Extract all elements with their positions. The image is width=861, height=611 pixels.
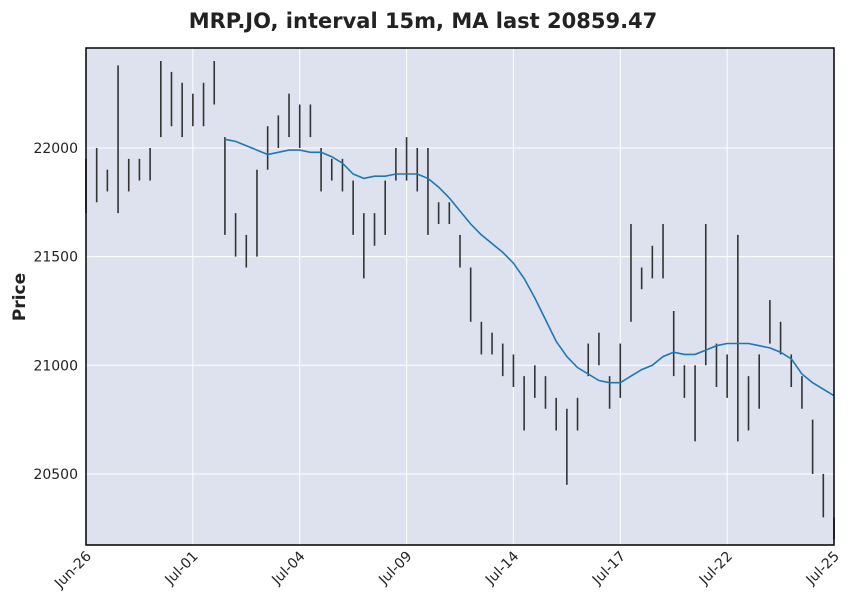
chart-title: MRP.JO, interval 15m, MA last 20859.47	[189, 9, 658, 33]
x-tick-label: Jul-25	[803, 549, 843, 589]
x-tick-label: Jul-01	[162, 549, 202, 589]
x-tick-label: Jul-04	[268, 548, 308, 588]
y-tick-label: 21500	[33, 250, 78, 266]
y-axis-label: Price	[10, 273, 30, 321]
plot-area	[86, 48, 834, 545]
y-tick-label: 20500	[33, 467, 78, 483]
x-tick-label: Jul-22	[696, 549, 736, 589]
plot-frame	[85, 47, 835, 546]
x-tick-label: Jul-17	[589, 549, 629, 589]
x-tick-label: Jul-09	[375, 549, 415, 589]
moving-average-line	[224, 138, 835, 397]
y-tick-label: 21000	[33, 358, 78, 374]
x-tick-label: Jun-26	[51, 548, 95, 592]
x-tick-label: Jul-14	[482, 548, 522, 588]
y-tick-label: 22000	[33, 141, 78, 157]
